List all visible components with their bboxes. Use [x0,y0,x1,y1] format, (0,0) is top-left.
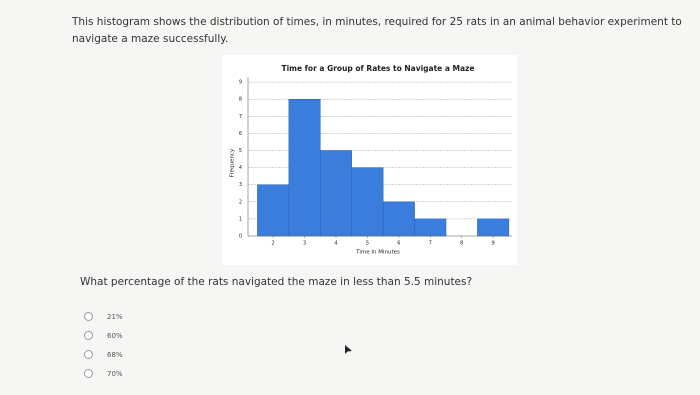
y-tick-label: 7 [239,114,242,120]
option-label: 70% [107,369,123,378]
radio-button[interactable] [84,312,93,321]
bar [288,98,321,237]
bar [257,184,290,237]
option-label: 68% [107,350,123,359]
chart: Time for a Group of Rates to Navigate a … [222,55,517,265]
y-tick-label: 6 [239,131,242,137]
x-axis-label: Time In Minutes [355,250,400,256]
y-tick-label: 0 [239,234,242,240]
y-tick-label: 8 [239,97,242,103]
question-text: What percentage of the rats navigated th… [80,276,473,288]
x-tick-label: 3 [303,241,306,247]
bar [320,150,352,237]
intro-text: This histogram shows the distribution of… [72,16,682,45]
y-tick-label: 1 [239,216,242,222]
option[interactable]: 68% [84,350,123,359]
option[interactable]: 60% [84,331,123,340]
bar [382,201,415,237]
radio-button[interactable] [84,369,93,378]
x-tick-label: 9 [492,241,495,247]
option[interactable]: 70% [84,369,123,378]
radio-button[interactable] [84,331,93,340]
y-tick-label: 5 [239,148,242,154]
x-tick-label: 5 [366,241,369,247]
chart-title: Time for a Group of Rates to Navigate a … [281,64,474,73]
y-tick-label: 4 [239,165,242,171]
option-label: 21% [107,312,123,321]
bar [477,218,510,237]
y-axis-label: Frequency [230,148,236,177]
y-tick-label: 3 [239,182,242,188]
x-tick-label: 6 [397,241,400,247]
x-tick-label: 7 [429,241,432,247]
option-label: 60% [107,331,123,340]
bar [351,167,384,237]
y-tick-label: 2 [239,199,242,205]
x-tick-label: 2 [272,241,275,247]
radio-button[interactable] [84,350,93,359]
bar [414,218,447,237]
cursor [345,345,352,354]
x-tick-label: 4 [334,241,337,247]
y-tick-label: 9 [239,80,242,86]
option[interactable]: 21% [84,312,123,321]
x-tick-label: 8 [460,241,463,247]
